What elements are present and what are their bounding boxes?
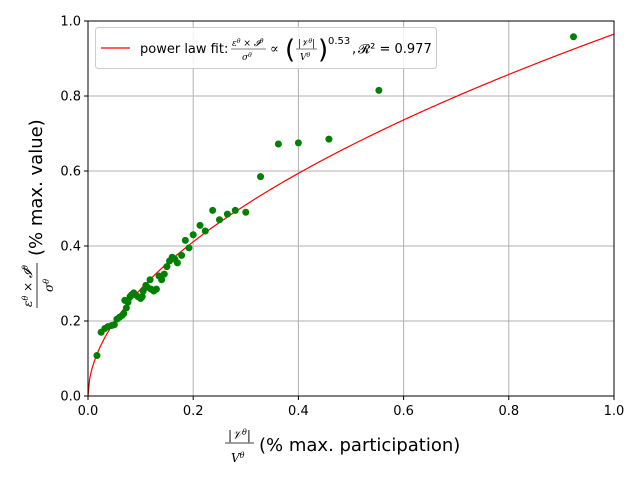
- data-point: [274, 140, 282, 148]
- data-point: [196, 221, 204, 229]
- y-tick-label: 1.0: [60, 15, 81, 30]
- svg-text:εθ × 𝓘θ: εθ × 𝓘θ: [232, 38, 264, 50]
- data-point: [216, 216, 223, 224]
- data-point: [257, 173, 265, 181]
- svg-text:): ): [318, 35, 328, 65]
- x-axis-label-text: (% max. participation): [259, 435, 460, 456]
- x-tick-label: 0.8: [498, 404, 519, 419]
- svg-text:Vθ: Vθ: [300, 52, 311, 64]
- data-point: [294, 139, 302, 147]
- data-point: [185, 244, 193, 252]
- data-point: [160, 270, 168, 278]
- svg-text:εθ × 𝓘θ: εθ × 𝓘θ: [21, 265, 36, 307]
- axis-ticks: 0.0 0.2 0.4 0.6 0.8 1.0 0.0 0.2 0.4 0.6 0.8 1.0: [60, 15, 624, 420]
- data-point: [181, 236, 189, 244]
- y-tick-label: 0.0: [60, 390, 81, 405]
- svg-text:σθ: σθ: [42, 279, 57, 292]
- x-tick-label: 0.2: [183, 404, 204, 419]
- x-tick-label: 0.4: [288, 404, 309, 419]
- y-tick-label: 0.6: [60, 165, 81, 180]
- x-axis-label: |𝒱θ| Vθ (% max. participation): [225, 428, 460, 466]
- data-point: [138, 293, 146, 301]
- data-point: [110, 321, 118, 329]
- data-point: [93, 352, 101, 359]
- x-tick-label: 0.6: [393, 404, 414, 419]
- y-tick-label: 0.2: [60, 315, 81, 330]
- data-point: [178, 251, 186, 259]
- data-point: [173, 259, 181, 267]
- svg-text:∝: ∝: [270, 42, 279, 57]
- data-points: [93, 33, 577, 359]
- fit-curve-layer: [87, 33, 615, 397]
- data-point: [120, 310, 128, 317]
- svg-text:(: (: [285, 35, 295, 65]
- data-point: [231, 206, 239, 214]
- x-tick-label: 0.0: [78, 404, 99, 419]
- y-axis-label: εθ × 𝓘θ σθ (% max. value): [21, 119, 57, 308]
- legend-r2-label: 𝓡² = 0.977: [358, 42, 432, 57]
- data-point: [223, 210, 231, 218]
- data-point: [158, 276, 166, 284]
- y-tick-label: 0.8: [60, 90, 81, 105]
- x-tick-label: 1.0: [604, 404, 625, 419]
- svg-text:power law fit:: power law fit:: [140, 42, 228, 57]
- data-point: [201, 227, 209, 235]
- power-law-fit-line: [87, 33, 615, 397]
- svg-text:0.53: 0.53: [328, 36, 350, 47]
- svg-text:σθ: σθ: [242, 52, 252, 64]
- svg-text:|𝒱θ|: |𝒱θ|: [298, 38, 315, 50]
- data-point: [146, 276, 154, 284]
- svg-text:,: ,: [352, 42, 356, 57]
- grid-lines: [87, 20, 615, 397]
- data-point: [375, 86, 383, 94]
- legend-fit-label: power law fit: εθ × 𝓘θ σθ ∝ ( |𝒱θ| Vθ ) …: [140, 35, 432, 65]
- plot-frame: [87, 20, 615, 397]
- y-axis-label-text: (% max. value): [26, 119, 47, 256]
- data-point: [152, 285, 160, 293]
- legend: power law fit: εθ × 𝓘θ σθ ∝ ( |𝒱θ| Vθ ) …: [95, 27, 437, 69]
- data-point: [122, 304, 130, 312]
- svg-text:|𝒱θ|: |𝒱θ|: [228, 428, 251, 443]
- data-point: [569, 33, 577, 41]
- data-point: [209, 206, 217, 214]
- data-point: [242, 208, 250, 216]
- data-point: [325, 135, 333, 143]
- y-tick-label: 0.4: [60, 240, 81, 255]
- data-point: [124, 298, 132, 306]
- data-point: [163, 263, 171, 271]
- svg-text:Vθ: Vθ: [231, 451, 245, 466]
- data-point: [189, 231, 197, 239]
